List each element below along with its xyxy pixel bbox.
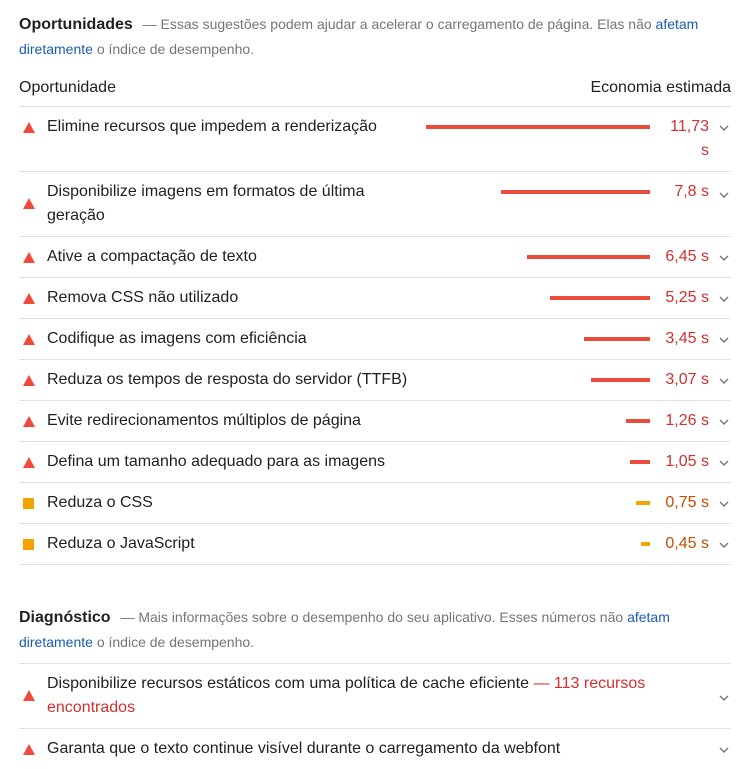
opportunity-row[interactable]: Elimine recursos que impedem a renderiza… [19, 107, 731, 172]
opportunity-label-line: Reduza o CSS [47, 494, 153, 511]
savings-value: 0,45 s [665, 535, 709, 552]
opportunity-label: Reduza o JavaScript [47, 532, 195, 556]
opportunities-title: Oportunidades [19, 16, 133, 33]
diagnostics-title: Diagnóstico [19, 609, 111, 626]
diagnostic-title: Garanta que o texto continue visível dur… [47, 740, 561, 757]
opportunity-row[interactable]: Reduza o JavaScript 0,45 s [19, 524, 731, 565]
savings-value: 3,07 s [665, 371, 709, 388]
diagnostics-link[interactable]: afetam diretamente [19, 609, 670, 650]
square-average-icon [23, 498, 34, 509]
diagnostic-row[interactable]: Garanta que o texto continue visível dur… [19, 729, 731, 769]
opportunity-row[interactable]: Codifique as imagens com eficiência 3,45 … [19, 319, 731, 360]
chevron-down-icon[interactable] [719, 294, 729, 304]
savings-value: 0,75 s [665, 494, 709, 511]
opportunity-label: Elimine recursos que impedem a renderiza… [47, 115, 377, 139]
opportunity-label-line: Ative a compactação de texto [47, 248, 257, 265]
triangle-warning-icon [23, 375, 35, 386]
savings-value: 1,05 s [665, 453, 709, 470]
savings-bar [626, 419, 650, 423]
savings-value: 3,45 s [665, 330, 709, 347]
opportunity-row[interactable]: Defina um tamanho adequado para as image… [19, 442, 731, 483]
opportunities-link[interactable]: afetam diretamente [19, 16, 699, 57]
opportunity-label-line: Remova CSS não utilizado [47, 289, 239, 306]
diagnostic-label: Disponibilize recursos estáticos com uma… [47, 672, 677, 720]
opportunities-desc-suffix: o índice de desempenho. [96, 41, 255, 57]
opportunity-label-line: Evite redirecionamentos múltiplos de pág… [47, 412, 361, 429]
opportunity-label-line: geração [47, 207, 105, 224]
chevron-down-icon[interactable] [719, 458, 729, 468]
savings-bar [584, 337, 650, 341]
triangle-warning-icon [23, 744, 35, 755]
opportunity-label-line: Defina um tamanho adequado para as image… [47, 453, 385, 470]
savings-value: 5,25 s [665, 289, 709, 306]
savings-bar [591, 378, 650, 382]
savings-value: 11,73 s [670, 118, 709, 159]
opportunity-row[interactable]: Ative a compactação de texto 6,45 s [19, 237, 731, 278]
savings-bar [636, 501, 650, 505]
savings-value: 7,8 s [674, 183, 709, 200]
opportunity-label: Ative a compactação de texto [47, 245, 257, 269]
diagnostics-desc: — Mais informações sobre o desempenho do… [120, 609, 624, 625]
chevron-down-icon[interactable] [719, 190, 729, 200]
triangle-warning-icon [23, 457, 35, 468]
opportunity-label-line: Reduza o JavaScript [47, 535, 195, 552]
savings-value: 1,26 s [665, 412, 709, 429]
opportunity-label: Remova CSS não utilizado [47, 286, 238, 310]
chevron-down-icon[interactable] [719, 335, 729, 345]
diagnostic-label: Garanta que o texto continue visível dur… [47, 737, 677, 761]
triangle-warning-icon [23, 416, 35, 427]
chevron-down-icon[interactable] [719, 745, 729, 755]
chevron-down-icon[interactable] [719, 693, 729, 703]
savings-bar [426, 125, 650, 129]
triangle-warning-icon [23, 690, 35, 701]
square-average-icon [23, 539, 34, 550]
opportunity-label: Codifique as imagens com eficiência [47, 327, 307, 351]
diagnostics-desc-suffix: o índice de desempenho. [96, 634, 255, 650]
triangle-warning-icon [23, 252, 35, 263]
savings-bar [641, 542, 650, 546]
savings-bar [501, 190, 650, 194]
diagnostic-title: Disponibilize recursos estáticos com uma… [47, 675, 530, 692]
diagnostics-header: Diagnóstico — Mais informações sobre o d… [19, 605, 709, 654]
opportunity-row[interactable]: Reduza os tempos de resposta do servidor… [19, 360, 731, 401]
diagnostic-row[interactable]: Disponibilize recursos estáticos com uma… [19, 664, 731, 729]
opportunities-list: Elimine recursos que impedem a renderiza… [19, 107, 731, 565]
opportunities-column-header: Oportunidade Economia estimada [19, 76, 731, 107]
column-opportunity: Oportunidade [19, 79, 116, 96]
triangle-warning-icon [23, 293, 35, 304]
opportunity-label: Defina um tamanho adequado para as image… [47, 450, 385, 474]
chevron-down-icon[interactable] [719, 417, 729, 427]
chevron-down-icon[interactable] [719, 253, 729, 263]
opportunity-row[interactable]: Disponibilize imagens em formatos de últ… [19, 172, 731, 237]
triangle-warning-icon [23, 122, 35, 133]
diagnostics-list: Disponibilize recursos estáticos com uma… [19, 663, 731, 769]
opportunity-label: Evite redirecionamentos múltiplos de pág… [47, 409, 361, 433]
opportunity-label: Reduza o CSS [47, 491, 153, 515]
opportunity-label-line: Disponibilize imagens em formatos de últ… [47, 183, 365, 200]
savings-bar [550, 296, 650, 300]
opportunity-label-line: Elimine recursos que impedem a renderiza… [47, 118, 377, 135]
savings-bar [527, 255, 650, 259]
savings-bar [630, 460, 650, 464]
opportunity-row[interactable]: Evite redirecionamentos múltiplos de pág… [19, 401, 731, 442]
opportunity-label: Disponibilize imagens em formatos de últ… [47, 180, 364, 228]
diagnostic-count: — 113 recursos encontrados [47, 675, 646, 716]
opportunity-label-line: Codifique as imagens com eficiência [47, 330, 307, 347]
chevron-down-icon[interactable] [719, 540, 729, 550]
opportunity-label-line: Reduza os tempos de resposta do servidor… [47, 371, 408, 388]
opportunities-desc: — Essas sugestões podem ajudar a acelera… [142, 16, 652, 32]
chevron-down-icon[interactable] [719, 376, 729, 386]
savings-value: 6,45 s [665, 248, 709, 265]
chevron-down-icon[interactable] [719, 499, 729, 509]
chevron-down-icon[interactable] [719, 123, 729, 133]
column-savings: Economia estimada [590, 79, 731, 96]
opportunity-row[interactable]: Reduza o CSS 0,75 s [19, 483, 731, 524]
triangle-warning-icon [23, 334, 35, 345]
triangle-warning-icon [23, 198, 35, 209]
opportunity-row[interactable]: Remova CSS não utilizado 5,25 s [19, 278, 731, 319]
opportunity-label: Reduza os tempos de resposta do servidor… [47, 368, 407, 392]
opportunities-header: Oportunidades — Essas sugestões podem aj… [19, 12, 709, 61]
